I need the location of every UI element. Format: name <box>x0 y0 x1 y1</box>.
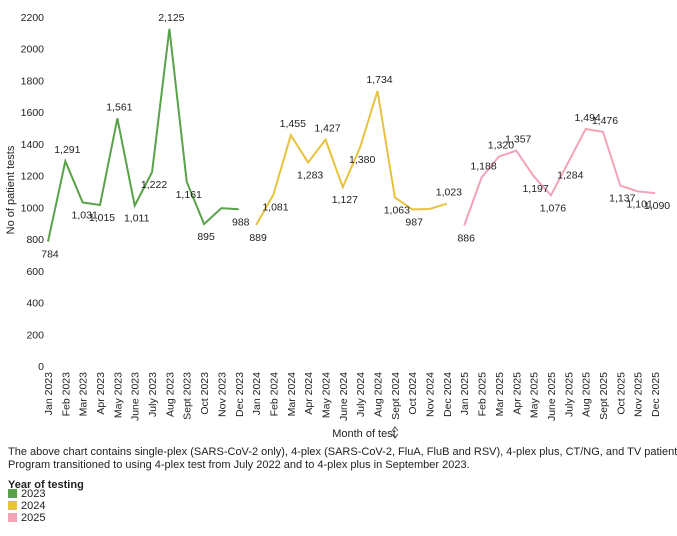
x-tick-label: Nov 2023 <box>216 372 228 417</box>
series-line <box>47 28 239 242</box>
series-line <box>463 127 656 226</box>
data-label: 1,127 <box>332 194 358 206</box>
x-tick-label: May 2023 <box>112 372 124 418</box>
data-label: 1,101 <box>627 198 653 210</box>
data-label: 1,291 <box>54 144 80 156</box>
data-label: 1,015 <box>89 212 115 224</box>
x-tick-label: Jan 2025 <box>459 372 471 415</box>
x-axis-label: Month of test <box>332 428 396 440</box>
x-tick-label: Mar 2025 <box>494 372 506 417</box>
legend-label: 2024 <box>21 500 45 512</box>
x-tick-label: Apr 2025 <box>511 372 523 415</box>
data-label: 2,125 <box>158 12 184 24</box>
data-label: 1,222 <box>141 179 167 191</box>
y-tick-label: 200 <box>26 329 44 341</box>
x-tick-label: Oct 2023 <box>199 372 211 415</box>
note: The above chart contains single-plex (SA… <box>8 446 677 458</box>
x-tick-label: Feb 2025 <box>477 372 489 417</box>
x-tick-label: July 2025 <box>563 372 575 417</box>
x-tick-label: Aug 2023 <box>164 372 176 417</box>
x-tick-label: June 2025 <box>546 372 558 421</box>
x-tick-label: Sept 2025 <box>598 372 610 420</box>
y-tick-label: 0 <box>38 361 44 373</box>
y-tick-label: 1600 <box>21 107 45 119</box>
y-tick-label: 1800 <box>21 75 45 87</box>
x-tick-label: July 2023 <box>147 372 159 417</box>
y-tick-label: 600 <box>26 266 44 278</box>
x-tick-label: Mar 2024 <box>286 372 298 417</box>
y-axis-label: No of patient tests <box>5 145 17 234</box>
data-label: 1,081 <box>262 202 288 214</box>
x-tick-label: June 2023 <box>130 372 142 421</box>
data-label: 1,357 <box>505 134 531 146</box>
data-label: 1,380 <box>349 154 375 166</box>
x-tick-label: Dec 2023 <box>234 372 246 417</box>
legend-swatch <box>8 501 17 510</box>
series-line <box>255 90 448 226</box>
data-label: 1,137 <box>609 193 635 205</box>
data-label: 895 <box>197 231 215 243</box>
y-tick-label: 2200 <box>21 12 45 24</box>
data-label: 1,063 <box>384 204 410 216</box>
x-tick-label: Aug 2024 <box>373 372 385 417</box>
data-label: 1,188 <box>470 161 496 173</box>
x-tick-label: Jan 2023 <box>43 372 55 415</box>
x-tick-label: Nov 2025 <box>633 372 645 417</box>
x-tick-label: Oct 2024 <box>407 372 419 415</box>
data-label: 1,320 <box>488 140 514 152</box>
x-tick-label: Mar 2023 <box>78 372 90 417</box>
y-tick-label: 1400 <box>21 139 45 151</box>
legend-title: Year of testing <box>8 479 84 491</box>
data-label: 1,076 <box>540 202 566 214</box>
x-tick-label: Dec 2024 <box>442 372 454 417</box>
x-tick-label: Feb 2023 <box>60 372 72 417</box>
x-tick-label: Sept 2024 <box>390 372 402 420</box>
data-label: 784 <box>41 249 59 261</box>
y-tick-label: 2000 <box>21 44 45 56</box>
x-tick-label: Feb 2024 <box>268 372 280 417</box>
data-label: 1,031 <box>72 209 98 221</box>
note: Program transitioned to using 4-plex tes… <box>8 459 470 471</box>
x-tick-label: Jan 2024 <box>251 372 263 415</box>
y-tick-label: 400 <box>26 298 44 310</box>
data-label: 1,197 <box>522 183 548 195</box>
x-tick-label: Apr 2024 <box>303 372 315 415</box>
x-tick-label: Sept 2023 <box>182 372 194 420</box>
data-label: 1,476 <box>592 115 618 127</box>
x-tick-label: July 2024 <box>355 372 367 417</box>
data-label: 1,011 <box>124 213 150 225</box>
data-label: 886 <box>457 232 475 244</box>
legend-label: 2025 <box>21 512 45 524</box>
data-label: 1,284 <box>557 169 583 181</box>
x-tick-label: Nov 2024 <box>425 372 437 417</box>
data-label: 1,734 <box>366 74 392 86</box>
y-tick-label: 1000 <box>21 202 45 214</box>
legend-swatch <box>8 489 17 498</box>
data-label: 1,561 <box>106 101 132 113</box>
data-label: 1,161 <box>176 189 202 201</box>
x-tick-label: Dec 2025 <box>650 372 662 417</box>
x-tick-label: Oct 2025 <box>615 372 627 415</box>
x-tick-label: May 2025 <box>529 372 541 418</box>
x-tick-label: Apr 2023 <box>95 372 107 415</box>
x-tick-label: June 2024 <box>338 372 350 421</box>
data-label: 1,455 <box>280 118 306 130</box>
data-label: 987 <box>405 216 423 228</box>
data-label: 1,427 <box>314 123 340 135</box>
data-label: 1,023 <box>436 187 462 199</box>
data-label: 988 <box>232 216 250 228</box>
y-tick-label: 800 <box>26 234 44 246</box>
data-label: 1,283 <box>297 169 323 181</box>
legend-swatch <box>8 513 17 522</box>
y-tick-label: 1200 <box>21 171 45 183</box>
x-tick-label: Aug 2025 <box>581 372 593 417</box>
data-label: 1,090 <box>644 200 670 212</box>
data-label: 889 <box>249 232 267 244</box>
legend-label: 2023 <box>21 488 45 500</box>
sort-icon[interactable] <box>391 426 399 439</box>
data-label: 1,494 <box>574 112 600 124</box>
x-tick-label: May 2024 <box>320 372 332 418</box>
